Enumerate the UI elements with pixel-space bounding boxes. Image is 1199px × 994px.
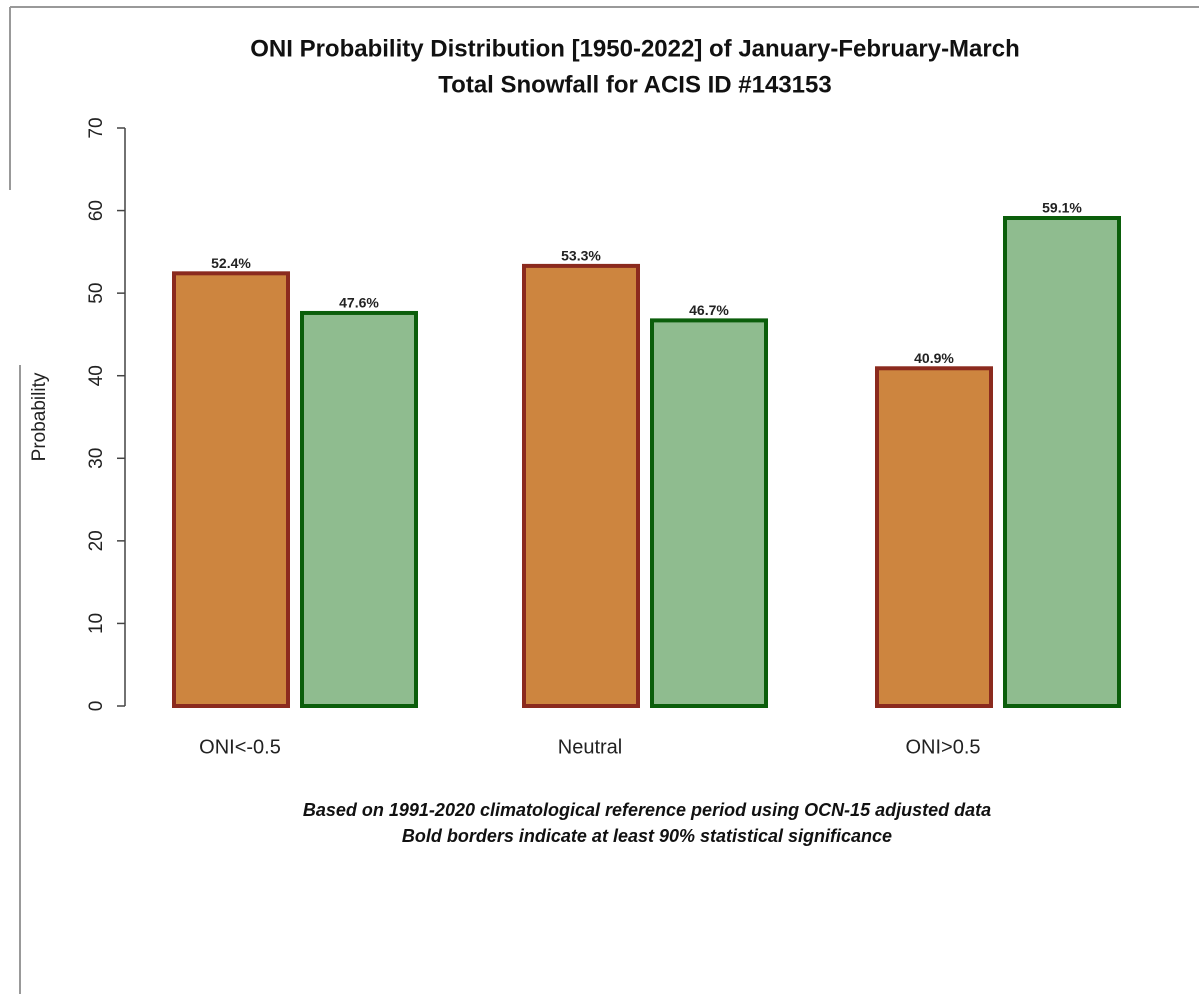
y-tick-label: 60 [86, 200, 107, 221]
y-tick-label: 20 [86, 530, 107, 551]
y-tick-label: 0 [86, 701, 107, 712]
chart-title: ONI Probability Distribution [1950-2022]… [250, 35, 1020, 62]
value-label: 47.6% [339, 295, 379, 311]
bar [650, 318, 768, 708]
y-tick-label: 70 [86, 117, 107, 138]
value-label: 53.3% [561, 248, 601, 264]
y-tick-label: 40 [86, 365, 107, 386]
bar [300, 310, 418, 708]
bar [875, 366, 993, 708]
bar [522, 263, 640, 708]
x-tick-label: ONI>0.5 [905, 736, 980, 758]
value-label: 46.7% [689, 302, 729, 318]
bar [172, 271, 290, 708]
y-tick-label: 30 [86, 448, 107, 469]
y-tick-label: 10 [86, 613, 107, 634]
value-label: 59.1% [1042, 200, 1082, 216]
x-tick-label: Neutral [558, 736, 622, 758]
chart-title: Total Snowfall for ACIS ID #143153 [438, 71, 831, 98]
footnote: Bold borders indicate at least 90% stati… [402, 826, 892, 846]
y-axis-label: Probability [29, 372, 50, 461]
y-tick-label: 50 [86, 283, 107, 304]
bar [1003, 216, 1121, 708]
footnote: Based on 1991-2020 climatological refere… [303, 800, 991, 820]
x-tick-label: ONI<-0.5 [199, 736, 281, 758]
value-label: 40.9% [914, 350, 954, 366]
value-label: 52.4% [211, 255, 251, 271]
